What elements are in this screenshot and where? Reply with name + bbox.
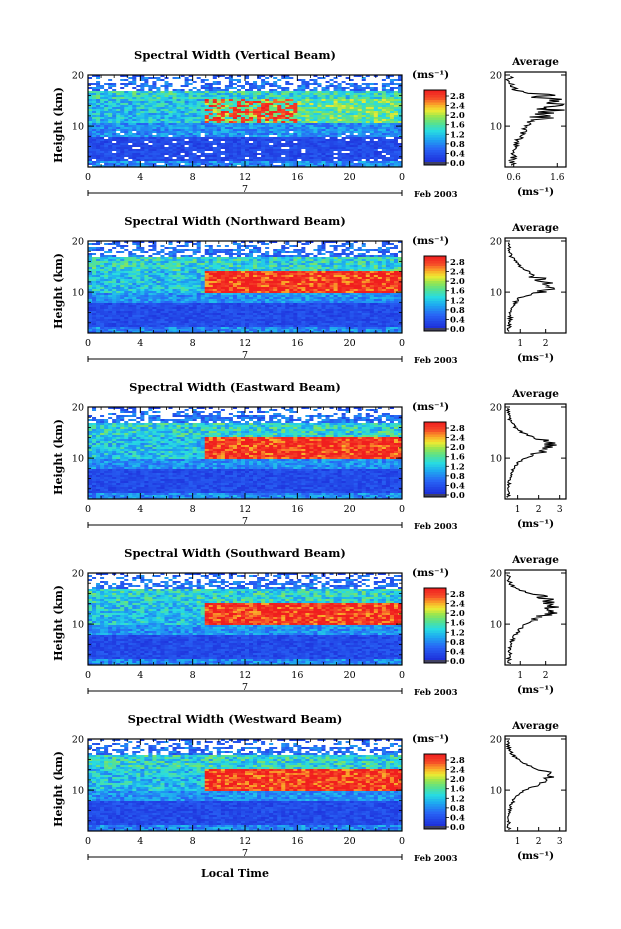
x-tick-label: 20 (344, 172, 356, 183)
profile-title: Average (511, 56, 559, 68)
colorbar-swatch (424, 93, 446, 96)
x-tick-label: 0 (399, 172, 405, 183)
colorbar-swatch (424, 125, 446, 128)
colorbar-swatch (424, 143, 446, 146)
colorbar-swatch (424, 138, 446, 141)
profile-x-axis-label: (ms⁻¹) (517, 186, 554, 198)
average-profile: Average 20 10 0.6 1.6 (ms⁻¹) (490, 56, 566, 198)
y-axis-label: Height (km) (52, 87, 65, 163)
colorbar-tick-label: 0.4 (450, 149, 465, 159)
profile-y-tick-label: 20 (490, 71, 502, 82)
colorbar-swatch (424, 148, 446, 151)
heatmap (88, 75, 402, 167)
colorbar-swatch (424, 103, 446, 106)
panel-1: Spectral Width (Vertical Beam) 20 10 Height… (52, 48, 566, 200)
colorbar-swatch (424, 108, 446, 111)
profile-x-tick-label: 1.6 (550, 173, 565, 183)
colorbar-tick-label: 1.6 (450, 121, 465, 131)
x-tick-label: 0 (85, 172, 91, 183)
colorbar-swatch (424, 115, 446, 118)
colorbar-tick-label: 0.0 (450, 159, 465, 169)
colorbar-tick-label: 2.0 (450, 111, 465, 121)
x-tick-label: 12 (239, 172, 251, 183)
colorbar-tick-label: 1.2 (450, 130, 465, 140)
colorbar-swatch (424, 95, 446, 98)
heatmap (88, 241, 402, 333)
colorbar-tick-label: 2.8 (450, 92, 465, 102)
colorbar-swatch (424, 100, 446, 103)
y-tick-label: 10 (72, 122, 84, 133)
colorbar-tick-label: 0.8 (450, 140, 465, 150)
profile-line (506, 77, 564, 166)
colorbar-swatch (424, 120, 446, 123)
panel-2: Spectral Width (Northward Beam)2010Heigh… (52, 214, 566, 366)
colorbar-swatch (424, 158, 446, 161)
x-tick-label: 4 (137, 172, 143, 183)
profile-x-tick-label: 0.6 (507, 173, 522, 183)
colorbar-swatch (424, 153, 446, 156)
panel-title: Spectral Width (Northward Beam) (124, 214, 346, 228)
colorbar-swatch (424, 133, 446, 136)
colorbar-swatch (424, 128, 446, 131)
colorbar-swatch (424, 135, 446, 138)
date-label: Feb 2003 (414, 190, 458, 200)
colorbar-swatch (424, 130, 446, 133)
colorbar-tick-label: 2.4 (450, 102, 465, 112)
colorbar-swatch (424, 145, 446, 148)
x-tick-label: 8 (190, 172, 196, 183)
profile-y-tick-label: 10 (490, 122, 502, 133)
colorbar-swatch (424, 98, 446, 101)
y-tick-label: 20 (72, 71, 84, 82)
x-tick-label: 16 (291, 172, 303, 183)
colorbar-swatch (424, 150, 446, 153)
date-tick-label: 7 (242, 184, 248, 195)
colorbar: (ms⁻¹) 2.82.42.01.61.20.80.40.0 (412, 69, 465, 169)
colorbar-swatch (424, 113, 446, 116)
colorbar-unit: (ms⁻¹) (412, 69, 449, 81)
colorbar-swatch (424, 155, 446, 158)
colorbar-swatch (424, 118, 446, 121)
colorbar-swatch (424, 105, 446, 108)
colorbar-swatch (424, 140, 446, 143)
colorbar-swatch (424, 110, 446, 113)
colorbar-swatch (424, 123, 446, 126)
panel-title: Spectral Width (Vertical Beam) (134, 48, 336, 62)
